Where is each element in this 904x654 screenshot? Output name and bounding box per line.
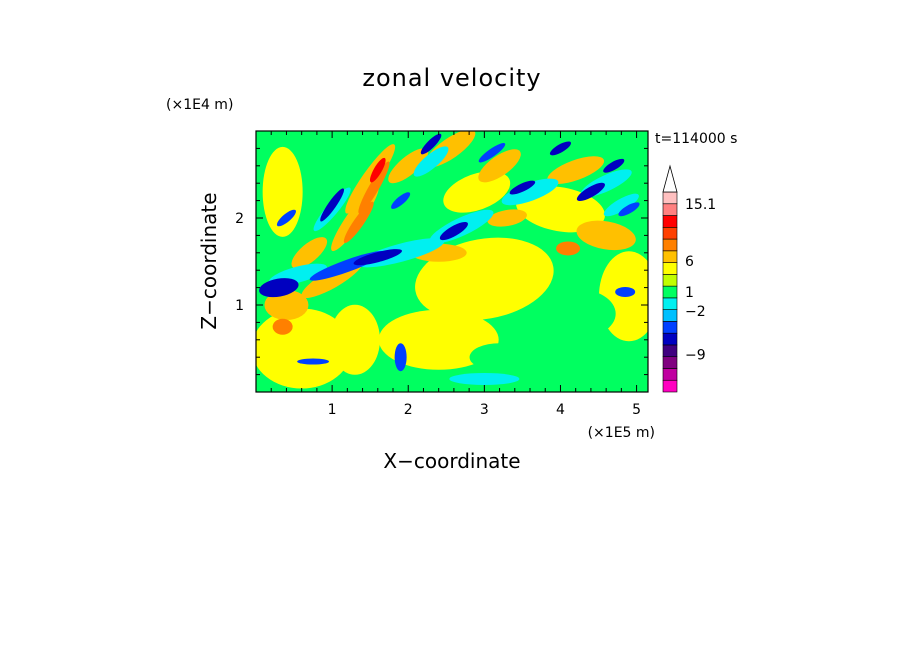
- field-contour: [535, 288, 616, 339]
- field-contour: [297, 358, 330, 365]
- field-contour: [487, 209, 527, 227]
- colorbar-label: −9: [685, 348, 706, 364]
- field-contour: [469, 343, 530, 372]
- colorbar-segment: [662, 285, 678, 299]
- colorbar-segment: [662, 379, 678, 393]
- heatmap-field: [256, 131, 648, 392]
- colorbar-segment: [662, 250, 678, 263]
- y-tick-label: 2: [235, 211, 244, 227]
- y-axis-label: Z−coordinate: [197, 192, 221, 329]
- field-contour: [353, 249, 402, 266]
- field-contour: [556, 241, 581, 256]
- field-contour: [388, 148, 429, 184]
- field-blobs: [256, 131, 648, 389]
- colorbar-segment: [662, 191, 678, 205]
- field-contour: [343, 201, 374, 244]
- field-contour: [509, 180, 536, 195]
- field-contour: [320, 188, 345, 222]
- field-contour: [259, 278, 299, 298]
- field-contour: [549, 141, 572, 156]
- field-contour: [391, 192, 411, 209]
- colorbar-segment: [662, 274, 678, 287]
- colorbar-segment: [662, 238, 678, 252]
- colorbar-segment: [662, 215, 678, 228]
- y-tick-label: 1: [235, 298, 244, 314]
- colorbar-segment: [662, 203, 678, 216]
- field-contour: [576, 182, 605, 201]
- colorbar-segment: [662, 297, 678, 310]
- colorbar-segment: [662, 321, 678, 334]
- x-axis-label: X−coordinate: [383, 449, 520, 473]
- field-contour: [615, 286, 636, 297]
- field-contour: [358, 161, 390, 214]
- colorbar-segment: [662, 356, 678, 369]
- field-contour: [413, 146, 449, 177]
- field-contour: [478, 149, 521, 183]
- field-contour: [439, 221, 468, 241]
- x-tick-label: 1: [328, 402, 337, 418]
- colorbar-segment: [662, 262, 678, 275]
- field-contour: [603, 158, 625, 173]
- y-axis-unit: (×1E4 m): [166, 97, 233, 113]
- field-contour: [603, 193, 639, 217]
- colorbar-segment: [662, 368, 678, 381]
- x-tick-label: 5: [632, 402, 641, 418]
- field-contour: [276, 209, 296, 227]
- colorbar-segment: [662, 332, 678, 346]
- x-tick-label: 2: [404, 402, 413, 418]
- field-contour: [501, 178, 559, 206]
- x-axis-unit: (×1E5 m): [588, 425, 655, 441]
- field-contour: [272, 318, 293, 335]
- field-contour: [264, 290, 309, 320]
- time-label: t=114000 s: [655, 131, 737, 147]
- colorbar-label: −2: [685, 304, 706, 320]
- field-contour: [547, 156, 605, 185]
- field-contour: [443, 171, 511, 213]
- field-contour: [420, 133, 442, 155]
- field-contour: [618, 202, 640, 217]
- field-contour: [478, 143, 506, 163]
- colorbar-extend-arrow: [662, 164, 678, 193]
- colorbar-segment: [662, 309, 678, 322]
- colorbar-segment: [662, 226, 678, 240]
- y-axis-ticks: 12: [235, 147, 648, 376]
- colorbar-segment: [662, 344, 678, 358]
- colorbar-label: 6: [685, 254, 694, 270]
- field-contour: [291, 237, 328, 269]
- field-contour: [378, 309, 499, 370]
- x-axis-ticks: 1 2 3 4 5: [270, 131, 641, 418]
- colorbar-label: 1: [685, 285, 694, 301]
- field-contour: [369, 157, 386, 183]
- field-contour: [394, 343, 407, 372]
- field-contour: [449, 372, 520, 385]
- plot-frame: [255, 130, 649, 393]
- field-contour: [329, 304, 380, 375]
- x-tick-label: 3: [480, 402, 489, 418]
- chart-title: zonal velocity: [362, 64, 541, 92]
- colorbar: 15.1 6 1 −2 −9: [662, 164, 716, 393]
- colorbar-label: 15.1: [685, 197, 716, 213]
- x-tick-label: 4: [556, 402, 565, 418]
- field-contour: [576, 220, 636, 251]
